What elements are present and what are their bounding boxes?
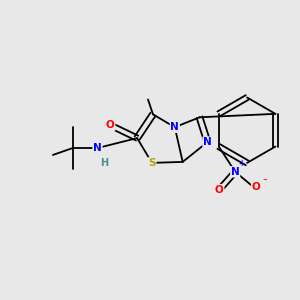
Text: H: H [100,158,109,168]
Text: N: N [231,167,240,177]
Text: +: + [238,159,244,168]
Text: N: N [170,122,179,132]
Text: N: N [93,143,102,153]
Text: N: N [203,137,212,147]
Text: S: S [148,158,156,168]
Text: ⁻: ⁻ [262,177,267,186]
Text: O: O [215,184,224,195]
Text: O: O [106,120,115,130]
Text: O: O [252,182,260,192]
